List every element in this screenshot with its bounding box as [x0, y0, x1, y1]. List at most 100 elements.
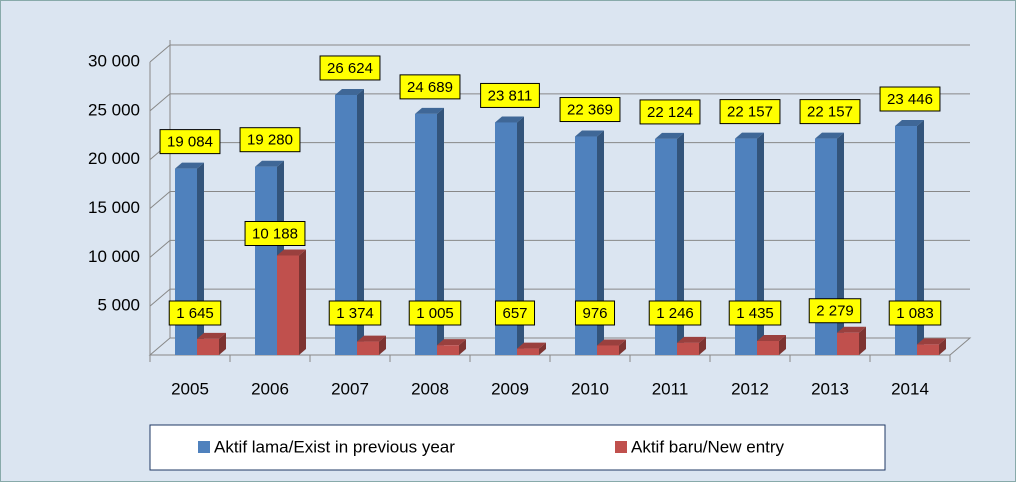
bar-side: [917, 120, 924, 355]
bar-side: [197, 162, 204, 355]
value-label-box: [159, 129, 221, 155]
value-label-box: [719, 99, 781, 125]
grid-line: [149, 44, 970, 63]
value-label-box: [168, 300, 222, 326]
bar-side: [517, 116, 524, 356]
bar-top: [815, 132, 844, 139]
bar-top: [575, 130, 604, 137]
legend: [149, 424, 886, 471]
bar-top: [175, 162, 204, 169]
bar-top: [917, 338, 946, 345]
bar: [517, 348, 539, 355]
bar: [197, 338, 219, 355]
value-label-box: [559, 97, 621, 123]
grid-line: [149, 239, 970, 258]
x-tick-label: 2013: [811, 379, 849, 398]
value-label: 24 689: [407, 79, 453, 96]
x-tick-label: 2006: [251, 379, 289, 398]
value-label: 1 246: [656, 305, 694, 322]
legend-label: Aktif baru/New entry: [631, 437, 785, 456]
bar-top: [895, 120, 924, 127]
value-label-box: [888, 300, 942, 326]
bar-top: [757, 334, 786, 341]
bar-top: [677, 336, 706, 343]
value-label-box: [574, 300, 616, 326]
grid-line: [149, 288, 970, 307]
y-tick-label: 5 000: [97, 296, 140, 315]
bar: [837, 332, 859, 355]
bar-side: [699, 336, 706, 355]
value-label-box: [480, 82, 540, 108]
bar-top: [357, 335, 386, 342]
bar-side: [459, 339, 466, 355]
y-tick-label: 10 000: [88, 247, 140, 266]
bar: [255, 166, 277, 355]
legend-swatch: [615, 441, 627, 453]
value-label-box: [408, 300, 462, 326]
bar-side: [357, 88, 364, 356]
bar-side: [859, 326, 866, 355]
value-label: 22 124: [647, 104, 693, 121]
bar: [495, 122, 517, 356]
value-label-box: [328, 300, 382, 326]
y-tick-label: 30 000: [88, 51, 140, 70]
value-label: 976: [582, 305, 607, 322]
x-tick-label: 2008: [411, 379, 449, 398]
bar-top: [597, 339, 626, 346]
value-label-box: [728, 300, 782, 326]
legend-swatch: [198, 441, 210, 453]
bar-top: [517, 342, 546, 349]
bar-top: [437, 339, 466, 346]
bar: [597, 345, 619, 355]
bar-top: [335, 88, 364, 95]
value-label: 1 005: [416, 305, 454, 322]
value-label: 23 446: [887, 91, 933, 108]
x-tick-label: 2011: [652, 379, 689, 398]
value-label-box: [319, 55, 381, 81]
value-label: 22 369: [567, 101, 613, 118]
bar-top: [735, 132, 764, 139]
grid-line: [149, 191, 970, 209]
bar-side: [779, 334, 786, 355]
value-label: 1 435: [736, 305, 774, 322]
bar-top: [197, 332, 226, 339]
value-label: 23 811: [488, 87, 533, 104]
bar: [277, 255, 299, 355]
bar-top: [655, 132, 684, 139]
bar-side: [619, 339, 626, 355]
x-tick-label: 2014: [891, 379, 929, 398]
value-label: 10 188: [252, 225, 298, 242]
value-label-box: [244, 220, 306, 246]
bar: [677, 342, 699, 355]
bar-top: [255, 160, 284, 167]
bar: [895, 126, 917, 355]
bar: [437, 345, 459, 355]
value-label: 2 279: [816, 303, 854, 320]
value-label-box: [399, 74, 461, 100]
y-tick-label: 25 000: [88, 100, 140, 119]
bar-side: [539, 342, 546, 355]
value-label: 657: [502, 305, 527, 322]
value-label: 1 645: [176, 305, 214, 322]
value-label: 1 374: [336, 305, 374, 322]
bar: [357, 341, 379, 355]
value-label: 19 084: [167, 134, 213, 151]
bar: [757, 340, 779, 355]
bar-side: [677, 132, 684, 355]
bar: [175, 168, 197, 355]
value-label-box: [239, 127, 301, 153]
value-label-box: [494, 300, 536, 326]
x-tick-label: 2012: [731, 379, 769, 398]
value-label-box: [639, 99, 701, 125]
bar-top: [837, 326, 866, 333]
bar-top: [495, 116, 524, 123]
grid-line: [149, 93, 970, 112]
x-tick-label: 2009: [491, 379, 529, 398]
bar-side: [219, 332, 226, 355]
bar-side: [597, 130, 604, 355]
value-label-box: [799, 99, 861, 125]
value-label: 19 280: [247, 132, 293, 149]
x-tick-label: 2010: [571, 379, 609, 398]
bar: [335, 94, 357, 356]
